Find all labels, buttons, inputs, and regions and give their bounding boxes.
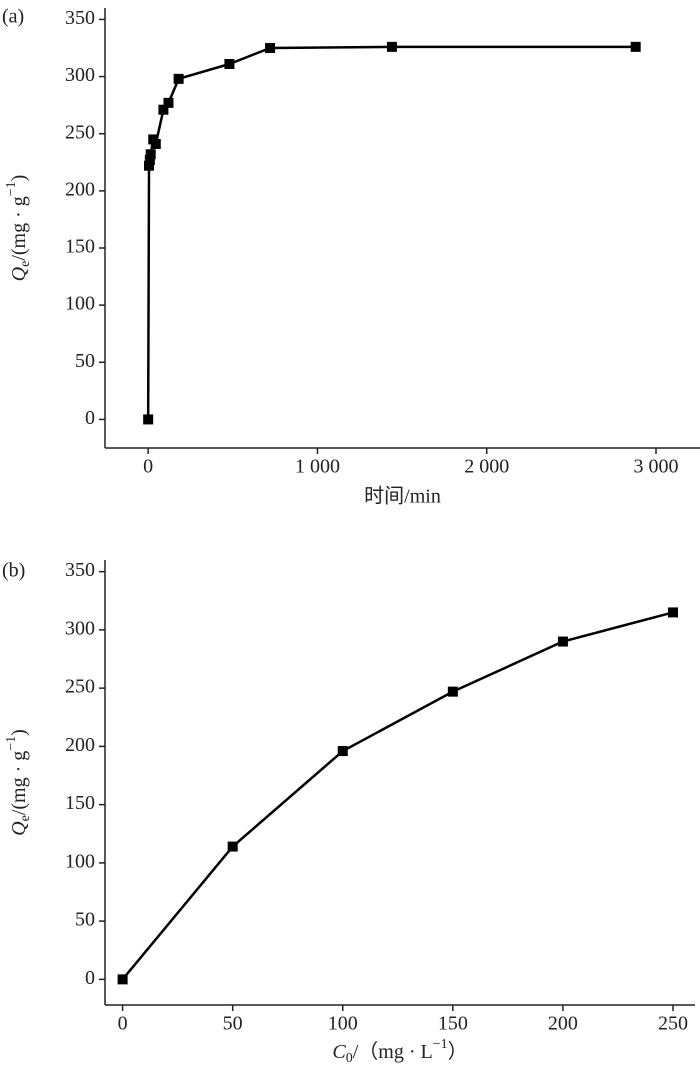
- y-tick-label: 250: [65, 121, 95, 143]
- axis-label-part: /(mg · g: [8, 751, 30, 815]
- y-tick-label: 0: [85, 967, 95, 989]
- data-point: [386, 41, 397, 52]
- data-point: [227, 841, 238, 852]
- y-tick-label: 350: [65, 7, 95, 29]
- axis-label-part: e: [18, 261, 33, 267]
- data-point: [447, 686, 458, 697]
- axis-label-part: −1: [433, 1037, 448, 1052]
- y-tick-label: 200: [65, 178, 95, 200]
- y-tick-label: 100: [65, 850, 95, 872]
- axis-label: Qe/(mg · g−1): [4, 175, 33, 282]
- y-tick-label: 50: [75, 350, 95, 372]
- y-tick-label: 250: [65, 676, 95, 698]
- axis-label-part: −1: [4, 736, 19, 751]
- data-point: [224, 59, 235, 69]
- axis-label-part: Q: [8, 266, 30, 281]
- axis-label: C0/（mg · L−1）: [332, 1037, 467, 1066]
- x-tick-label: 200: [548, 1013, 578, 1035]
- series-line: [146, 45, 636, 420]
- axis-label-part: /(mg · g: [8, 196, 30, 260]
- axis-label-part: ): [8, 175, 30, 182]
- data-point: [150, 139, 161, 149]
- data-point: [145, 149, 156, 160]
- x-tick-label: 250: [658, 1013, 688, 1035]
- y-tick-label: 50: [75, 909, 95, 931]
- axis-label-part: Q: [8, 821, 30, 836]
- axis-label-part: ）: [448, 1040, 468, 1063]
- y-tick-label: 150: [65, 792, 95, 814]
- y-tick-label: 100: [65, 293, 95, 315]
- panel-label: (b): [2, 560, 25, 582]
- x-tick-label: 0: [118, 1013, 128, 1035]
- data-point: [265, 43, 276, 53]
- axis-label-part: ): [8, 729, 30, 736]
- y-tick-label: 150: [65, 236, 95, 258]
- x-tick-label: 50: [223, 1013, 243, 1035]
- y-tick-label: 300: [65, 617, 95, 639]
- data-point: [557, 636, 568, 647]
- data-point: [143, 414, 154, 425]
- data-point: [144, 155, 155, 165]
- y-tick-label: 200: [65, 734, 95, 756]
- data-point: [630, 41, 641, 52]
- x-tick-label: 2 000: [464, 456, 509, 478]
- data-point: [173, 73, 184, 84]
- x-tick-label: 3 000: [633, 456, 678, 478]
- axis-label-part: C: [332, 1041, 346, 1063]
- y-tick-label: 350: [65, 559, 95, 581]
- data-point: [337, 746, 348, 757]
- axis-label: Qe/(mg · g−1): [4, 729, 33, 836]
- panel-label: (a): [2, 6, 24, 28]
- data-point: [117, 974, 128, 985]
- x-tick-label: 0: [143, 456, 153, 478]
- axis-label-part: 0: [346, 1051, 353, 1066]
- x-tick-label: 1 000: [295, 456, 340, 478]
- axis-label: 时间/min: [364, 485, 441, 508]
- data-point: [163, 97, 174, 108]
- axis-label-part: −1: [4, 181, 19, 196]
- axis-label-part: e: [18, 815, 33, 821]
- data-point: [144, 160, 155, 171]
- x-tick-label: 150: [438, 1013, 468, 1035]
- data-point: [158, 104, 169, 115]
- y-tick-label: 300: [65, 64, 95, 86]
- data-point: [667, 607, 678, 618]
- axis-label-part: /（mg · L: [353, 1040, 433, 1063]
- series-line: [121, 611, 674, 981]
- y-tick-label: 0: [85, 407, 95, 429]
- x-tick-label: 100: [328, 1013, 358, 1035]
